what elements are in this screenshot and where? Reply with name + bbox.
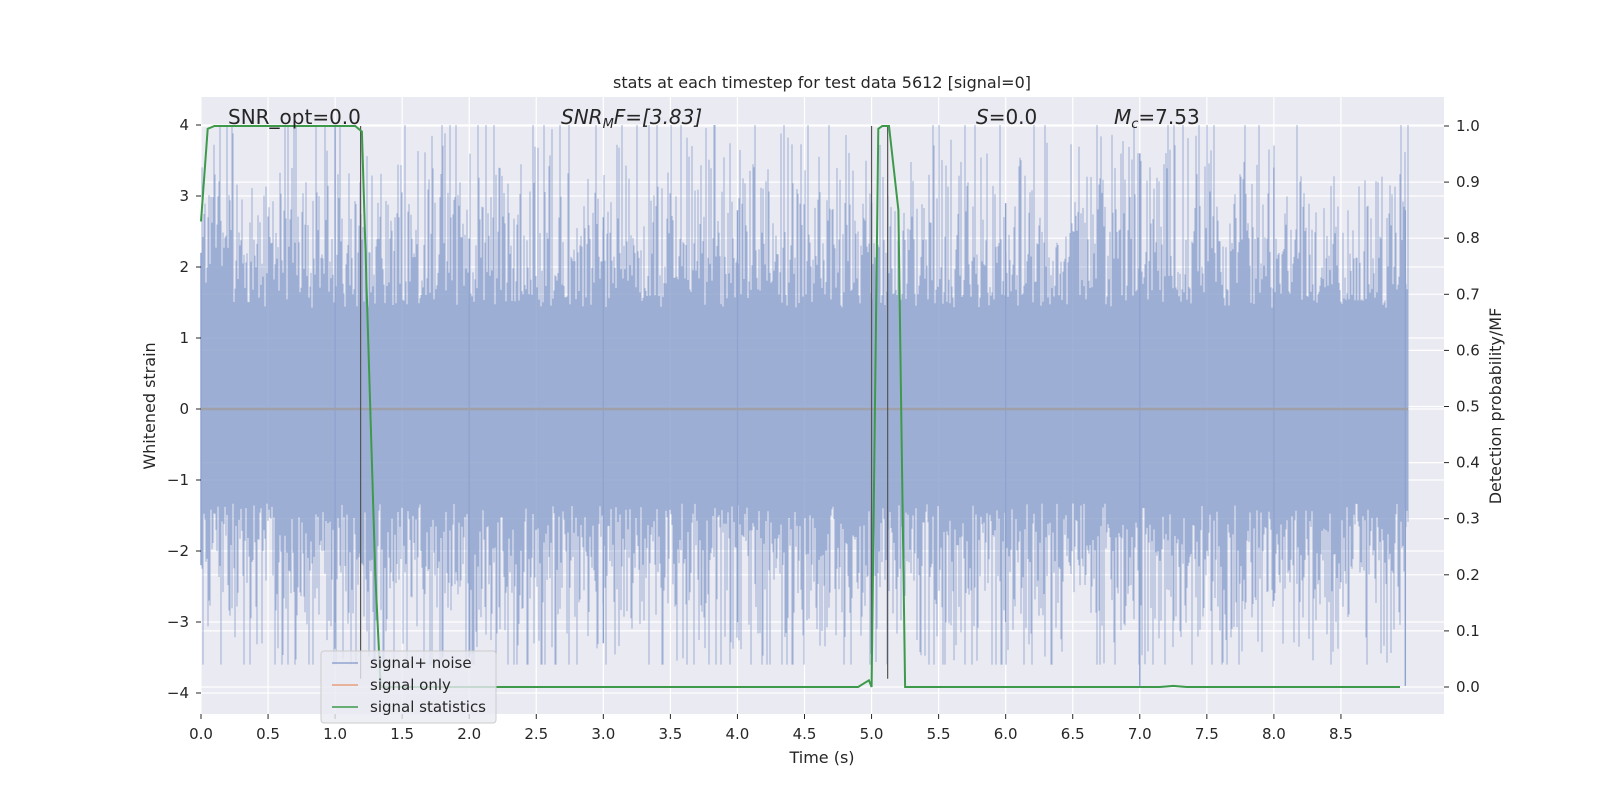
x-tick-label: 6.5	[1061, 725, 1085, 743]
y-tick-label: −4	[167, 684, 189, 702]
x-tick-label: 1.5	[390, 725, 414, 743]
x-tick-label: 6.0	[994, 725, 1018, 743]
legend-box	[320, 650, 497, 724]
x-tick-label: 3.5	[658, 725, 682, 743]
legend-label-signal-statistics: signal statistics	[370, 698, 486, 716]
y-axis-label: Whitened strain	[140, 342, 159, 469]
y-right-tick-label: 0.1	[1456, 622, 1480, 640]
y-tick-label: 0	[179, 400, 189, 418]
legend: signal+ noise signal only signal statist…	[320, 650, 497, 724]
snr-mf-rest: F=[3.83]	[614, 105, 702, 129]
y-right-tick-labels: 1.0 0.9 0.8 0.7 0.6 0.5 0.4 0.3 0.2 0.1 0.0	[1444, 117, 1480, 696]
annotation-snr-opt: SNR_opt=0.0	[228, 105, 361, 129]
x-tick-label: 2.5	[524, 725, 548, 743]
y-tick-labels: 4 3 2 1 0 −1 −2 −3 −4	[167, 116, 201, 702]
y-right-tick-label: 0.6	[1456, 341, 1480, 359]
snr-mf-subscript: M	[603, 117, 614, 132]
y-right-tick-label: 1.0	[1456, 117, 1480, 135]
x-tick-label: 7.0	[1128, 725, 1152, 743]
x-tick-labels: 0.0 0.5 1.0 1.5 2.0 2.5 3.0 3.5 4.0 4.5 5.0 5.5 6.0 6…	[189, 714, 1353, 743]
y-right-tick-label: 0.3	[1456, 510, 1480, 528]
mc-symbol: M	[1114, 105, 1131, 129]
x-tick-label: 5.0	[860, 725, 884, 743]
x-tick-label: 2.0	[457, 725, 481, 743]
snr-mf-symbol: SNR	[561, 105, 603, 129]
x-tick-label: 1.0	[323, 725, 347, 743]
y-right-tick-label: 0.8	[1456, 229, 1480, 247]
y-right-tick-label: 0.7	[1456, 285, 1480, 303]
y-tick-label: 2	[179, 258, 189, 276]
x-tick-label: 0.0	[189, 725, 213, 743]
chart-title: stats at each timestep for test data 561…	[613, 73, 1031, 92]
annotation-s: S=0.0	[976, 105, 1037, 129]
legend-label-signal-noise: signal+ noise	[370, 654, 472, 672]
y-tick-label: −1	[167, 471, 189, 489]
x-tick-label: 4.5	[793, 725, 817, 743]
y-right-tick-label: 0.0	[1456, 678, 1480, 696]
s-symbol: S	[976, 105, 989, 129]
y-right-tick-label: 0.9	[1456, 173, 1480, 191]
y-tick-label: 4	[179, 116, 189, 134]
signal-statistics-line	[200, 125, 1400, 688]
s-rest: =0.0	[989, 105, 1038, 129]
y-tick-label: −2	[167, 542, 189, 560]
x-tick-label: 5.5	[927, 725, 951, 743]
x-tick-label: 0.5	[256, 725, 280, 743]
mc-rest: =7.53	[1138, 105, 1199, 129]
y-tick-label: −3	[167, 613, 189, 631]
y-right-tick-label: 0.5	[1456, 398, 1480, 416]
annotation-snr-mf: SNRMF=[3.83]	[561, 105, 702, 132]
x-tick-label: 8.0	[1262, 725, 1286, 743]
y-right-axis-label: Detection probability/MF	[1486, 308, 1505, 505]
y-right-tick-label: 0.2	[1456, 566, 1480, 584]
signal-statistics-series	[200, 125, 1400, 688]
x-tick-label: 3.0	[591, 725, 615, 743]
y-tick-label: 3	[179, 187, 189, 205]
y-right-tick-label: 0.4	[1456, 454, 1480, 472]
x-tick-label: 7.5	[1195, 725, 1219, 743]
x-tick-label: 4.0	[726, 725, 750, 743]
legend-label-signal-only: signal only	[370, 676, 451, 694]
x-axis-label: Time (s)	[788, 748, 854, 767]
x-tick-label: 8.5	[1329, 725, 1353, 743]
y-tick-label: 1	[179, 329, 189, 347]
annotation-mc: Mc=7.53	[1114, 105, 1200, 132]
vertical-markers	[359, 126, 889, 679]
mc-subscript: c	[1131, 117, 1138, 132]
